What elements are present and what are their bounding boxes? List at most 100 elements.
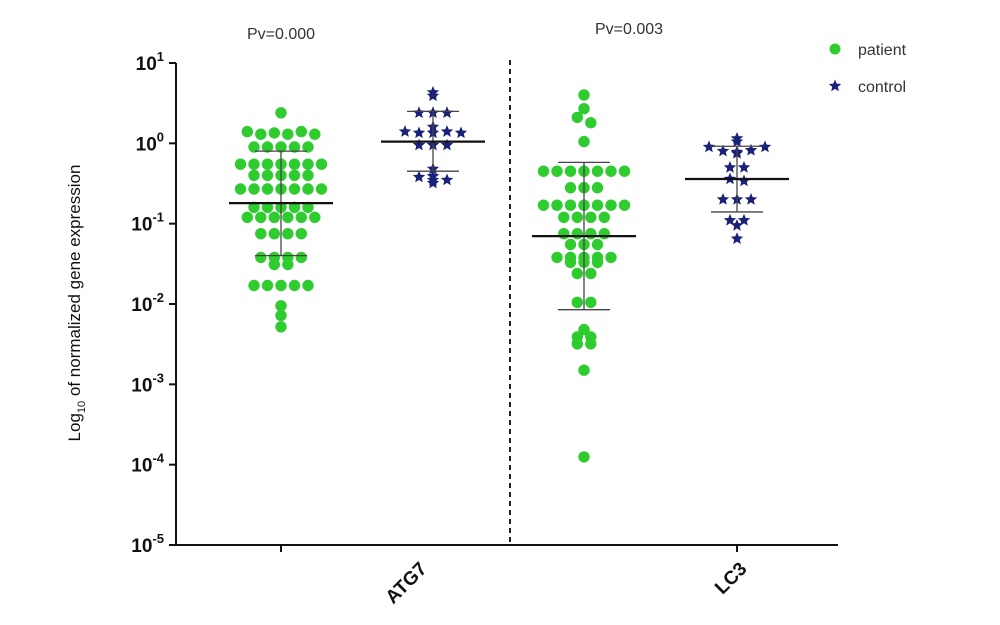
y-tick-label: 10-5	[131, 531, 164, 557]
data-point-atg7-patient	[302, 279, 314, 292]
data-point-atg7-patient	[248, 169, 260, 181]
legend-patient-label: patient	[858, 42, 907, 59]
data-point-lc3-patient	[605, 199, 617, 211]
data-point-atg7-patient	[268, 127, 280, 139]
y-axis-label: Log10 of normalized gene expression	[65, 165, 88, 442]
data-point-atg7-patient	[288, 183, 301, 195]
data-point-atg7-control	[412, 106, 426, 118]
data-point-lc3-patient	[537, 199, 550, 211]
data-point-lc3-control	[702, 140, 716, 153]
data-point-lc3-control	[744, 193, 758, 205]
data-point-atg7-patient	[282, 211, 294, 223]
data-point-lc3-control	[716, 193, 730, 205]
data-point-atg7-patient	[309, 211, 321, 223]
data-point-atg7-patient	[275, 300, 287, 312]
y-tick-label: 10-4	[131, 451, 164, 477]
data-point-lc3-patient	[578, 103, 590, 115]
data-point-atg7-patient	[275, 309, 287, 322]
data-point-atg7-patient	[302, 141, 314, 153]
category-label-atg7: ATG7	[382, 559, 432, 609]
data-point-atg7-patient	[309, 128, 321, 140]
data-point-lc3-patient	[578, 451, 590, 463]
data-point-lc3-patient	[571, 296, 583, 308]
data-point-atg7-control	[412, 126, 426, 139]
data-point-atg7-patient	[248, 158, 260, 170]
data-point-lc3-patient	[591, 199, 604, 211]
data-point-atg7-patient	[288, 201, 301, 213]
data-point-atg7-control	[426, 176, 440, 189]
data-point-atg7-patient	[261, 158, 274, 170]
data-point-lc3-patient	[585, 117, 597, 129]
data-point-atg7-patient	[302, 201, 314, 213]
data-point-lc3-patient	[564, 256, 577, 268]
legend-patient-marker	[829, 43, 841, 55]
data-point-lc3-patient	[578, 323, 590, 336]
data-point-lc3-patient	[571, 267, 583, 280]
data-point-lc3-patient	[571, 228, 583, 240]
data-point-lc3-control	[737, 213, 751, 226]
data-point-atg7-patient	[288, 169, 301, 181]
data-point-lc3-control	[730, 232, 744, 244]
data-point-lc3-control	[723, 161, 737, 173]
data-point-atg7-patient	[261, 183, 274, 195]
data-point-lc3-patient	[605, 251, 617, 264]
data-point-lc3-patient	[537, 165, 550, 177]
data-point-lc3-patient	[578, 364, 590, 376]
data-point-atg7-patient	[302, 169, 314, 181]
data-point-atg7-control	[412, 138, 426, 151]
y-tick-label: 10-2	[131, 290, 164, 316]
data-point-lc3-control	[730, 219, 744, 231]
data-points	[234, 85, 772, 463]
y-axis-label-suffix: of normalized gene expression	[65, 165, 84, 401]
data-point-lc3-control	[730, 135, 744, 147]
data-point-atg7-control	[440, 173, 454, 186]
data-point-atg7-patient	[255, 228, 267, 240]
data-point-lc3-patient	[591, 165, 604, 177]
data-point-atg7-control	[440, 125, 454, 137]
data-point-atg7-patient	[282, 228, 294, 240]
data-point-atg7-control	[454, 126, 468, 139]
data-point-atg7-patient	[275, 107, 287, 119]
data-point-lc3-patient	[564, 165, 577, 177]
data-point-atg7-patient	[282, 258, 294, 271]
data-point-lc3-control	[723, 213, 737, 226]
data-point-lc3-patient	[551, 251, 563, 264]
y-tick-label: 10-3	[131, 370, 164, 396]
data-point-lc3-patient	[585, 267, 597, 280]
data-point-atg7-patient	[261, 201, 274, 213]
data-point-atg7-control	[426, 89, 440, 102]
data-point-lc3-patient	[591, 256, 604, 268]
category-label-lc3: LC3	[711, 559, 751, 599]
data-point-atg7-patient	[261, 279, 274, 292]
data-point-atg7-patient	[295, 211, 307, 223]
data-point-atg7-patient	[282, 128, 294, 140]
data-point-atg7-patient	[288, 141, 301, 153]
data-point-lc3-patient	[618, 165, 631, 177]
data-point-lc3-patient	[585, 211, 597, 223]
data-point-lc3-patient	[585, 228, 597, 240]
pvalue-label-lc3: Pv=0.003	[595, 21, 663, 38]
data-point-atg7-patient	[234, 183, 247, 195]
data-point-atg7-patient	[302, 158, 314, 170]
data-point-lc3-control	[758, 140, 772, 153]
data-point-atg7-patient	[261, 141, 274, 153]
pvalue-label-atg7: Pv=0.000	[247, 26, 315, 43]
data-point-lc3-patient	[558, 228, 570, 240]
data-point-atg7-patient	[234, 158, 247, 170]
data-point-atg7-patient	[295, 251, 307, 264]
legend-control-label: control	[858, 79, 906, 96]
data-point-atg7-patient	[295, 228, 307, 240]
data-point-atg7-patient	[315, 158, 328, 170]
data-point-atg7-patient	[255, 251, 267, 264]
summary-bars	[229, 110, 789, 311]
data-point-atg7-patient	[248, 279, 260, 292]
data-point-atg7-patient	[275, 321, 287, 333]
data-point-atg7-control	[440, 106, 454, 118]
data-point-lc3-patient	[571, 111, 583, 124]
data-point-lc3-patient	[578, 135, 590, 148]
data-point-lc3-patient	[564, 238, 577, 251]
data-point-atg7-patient	[241, 211, 253, 223]
data-point-lc3-patient	[571, 338, 583, 350]
y-tick-label: 10-1	[131, 210, 164, 236]
